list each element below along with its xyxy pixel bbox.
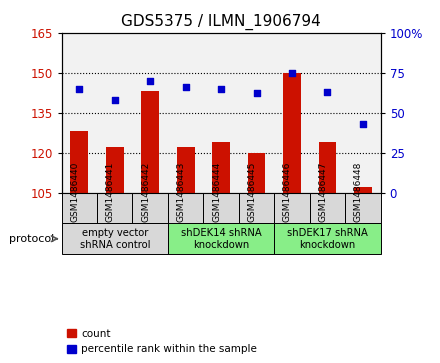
Text: GSM1486441: GSM1486441 <box>106 162 115 222</box>
Bar <box>97 193 132 223</box>
Bar <box>203 193 239 223</box>
Point <box>359 121 367 127</box>
Bar <box>168 193 203 223</box>
Point <box>147 78 154 83</box>
Point <box>253 90 260 96</box>
Text: shDEK14 shRNA
knockdown: shDEK14 shRNA knockdown <box>181 228 261 249</box>
Bar <box>62 193 97 223</box>
Text: GSM1486445: GSM1486445 <box>248 162 257 222</box>
Bar <box>345 193 381 223</box>
Bar <box>283 73 301 193</box>
Point <box>182 84 189 90</box>
Bar <box>274 223 381 254</box>
Bar <box>141 91 159 193</box>
Bar <box>319 142 336 193</box>
Bar <box>177 147 194 193</box>
Text: GSM1486448: GSM1486448 <box>354 162 363 222</box>
Text: GSM1486447: GSM1486447 <box>319 162 327 222</box>
Bar <box>168 223 274 254</box>
Bar <box>62 223 168 254</box>
Text: GSM1486446: GSM1486446 <box>283 162 292 222</box>
Bar <box>239 193 274 223</box>
Bar <box>106 147 124 193</box>
Bar <box>354 187 372 193</box>
Text: GSM1486442: GSM1486442 <box>141 162 150 222</box>
Point <box>324 89 331 95</box>
Bar <box>70 131 88 193</box>
Text: protocol: protocol <box>9 234 55 244</box>
Text: GSM1486444: GSM1486444 <box>212 162 221 222</box>
Point <box>111 97 118 103</box>
Bar <box>132 193 168 223</box>
Bar <box>212 142 230 193</box>
Point <box>218 86 225 91</box>
Point <box>76 86 83 91</box>
Title: GDS5375 / ILMN_1906794: GDS5375 / ILMN_1906794 <box>121 14 321 30</box>
Bar <box>274 193 310 223</box>
Point <box>289 70 296 76</box>
Bar <box>310 193 345 223</box>
Text: shDEK17 shRNA
knockdown: shDEK17 shRNA knockdown <box>287 228 368 249</box>
Text: GSM1486443: GSM1486443 <box>176 162 186 222</box>
Legend: count, percentile rank within the sample: count, percentile rank within the sample <box>67 329 257 354</box>
Text: GSM1486440: GSM1486440 <box>70 162 79 222</box>
Text: empty vector
shRNA control: empty vector shRNA control <box>80 228 150 249</box>
Bar <box>248 152 265 193</box>
